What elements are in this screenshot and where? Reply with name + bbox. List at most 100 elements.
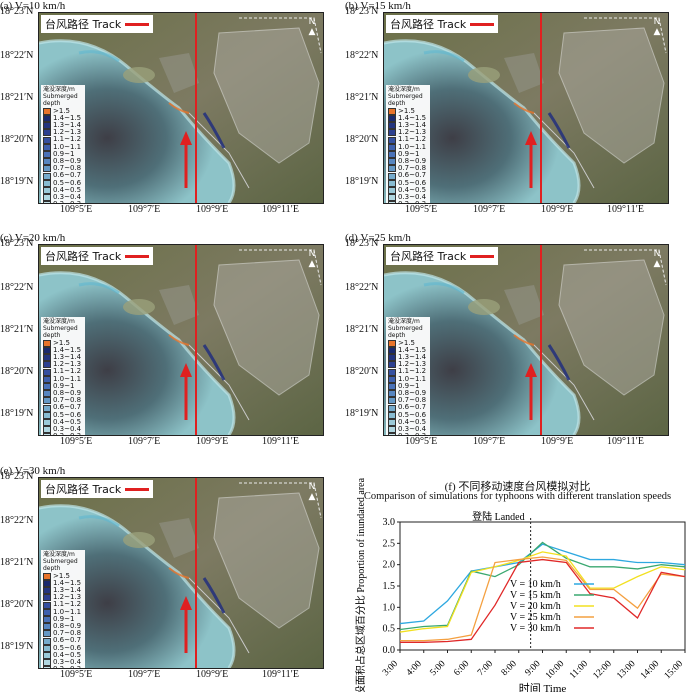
legend-swatch [43,579,51,587]
legend-item: 0.5~0.6 [43,643,83,652]
legend-series-label: V = 15 km/h [510,590,561,601]
x-tick-label: 7:00 [476,659,495,678]
legend-item: >1.5 [43,107,83,115]
track-label: 台风路径 Track [45,483,122,496]
lat-tick-label: 18°19′N [345,176,379,187]
legend-item-label: 0.4~0.5 [53,650,82,659]
north-arrow-icon: N ▲ [650,17,664,37]
legend-item: 0.6~0.7 [43,171,83,180]
lat-tick-label: 18°22′N [0,50,34,61]
legend-item: 1.3~1.4 [43,353,83,362]
legend-item-label: 1.4~1.5 [53,578,82,587]
lat-tick-label: 18°19′N [345,408,379,419]
y-tick-label: 1.5 [383,581,396,592]
legend-item: 0.7~0.8 [43,630,83,638]
legend-item-label: 0.5~0.6 [53,643,82,652]
legend-swatch [43,143,51,151]
north-label: N [308,249,316,259]
legend-item: 1.2~1.3 [43,129,83,137]
legend-item-label: 0.3~0.4 [53,193,82,202]
legend-swatch [388,433,396,435]
x-tick-label: 4:00 [405,659,424,678]
map-panel: (b) V=15 km/h 18°23′N 18°22′N 18°21′N 18°20′… [345,0,669,215]
lat-tick-label: 18°23′N [0,6,34,17]
legend-item-label: 1.1~1.2 [53,600,82,609]
legend-item-label: 1.1~1.2 [398,135,427,144]
line-chart: 0.0 0.5 1.0 1.5 2.0 2.5 3.0 3:00 4:00 5:00 6:00 7:0… [354,478,686,692]
legend-item-label: 0.6~0.7 [53,171,82,180]
legend-series-label: V = 25 km/h [510,612,561,623]
series-line [400,558,686,643]
legend-swatch [43,426,51,434]
y-tick-label: 0.0 [383,645,396,656]
legend-swatch [43,375,51,383]
legend-item-label: 0.3~0.4 [53,425,82,434]
legend-swatch [43,339,51,347]
legend-swatch [388,158,396,166]
legend-item-label: >1.5 [398,338,415,347]
legend-swatch [43,666,51,668]
legend-swatch [43,129,51,137]
legend-title-en: Submerged depth [388,93,423,108]
x-tick-label: 13:00 [615,659,638,682]
lat-tick-label: 18°22′N [0,515,34,526]
lat-tick-label: 18°20′N [345,134,379,145]
north-label: N [653,249,661,259]
legend-swatch [388,114,396,122]
legend-item-label: 0.2~0.3 [53,433,81,435]
legend-item-label: 0.8~0.9 [53,157,82,166]
legend-item: 0.2~0.3 [388,433,428,435]
legend-swatch [43,122,51,130]
lon-tick-label: 109°5′E [60,669,93,680]
legend-swatch [388,172,396,180]
comparison-chart: (f) 不同移动速度台风模拟对比 Comparison of simulatio… [340,478,695,692]
legend-swatch [43,150,51,158]
legend-swatch [43,382,51,390]
lon-tick-label: 109°11′E [262,436,299,447]
lon-tick-label: 109°9′E [196,436,229,447]
legend-item-label: 0.5~0.6 [53,410,82,419]
north-arrow-icon: N ▲ [650,249,664,269]
legend-swatch [388,411,396,419]
legend-item-label: 0.6~0.7 [53,403,82,412]
legend-item: >1.5 [388,338,428,347]
legend-item: 0.9~1 [43,382,83,390]
map-panel: (d) V=25 km/h 18°23′N 18°22′N 18°21′N 18°20′… [345,232,669,447]
track-line-swatch [125,22,150,26]
legend-swatch [43,615,51,623]
legend-item-label: 0.5~0.6 [398,178,427,187]
legend-item: 0.5~0.6 [388,178,428,187]
track-legend: 台风路径 Track [386,15,499,33]
legend-swatch [43,651,51,659]
depth-legend: 淹没深度/m Submerged depth >1.5 1.4~1.5 1.3~1.4 1… [386,317,430,435]
legend-item-label: >1.5 [53,571,70,580]
map-image [384,245,668,435]
legend-swatch [43,186,51,194]
legend-item: 0.8~0.9 [388,157,428,166]
lon-tick-label: 109°5′E [405,436,438,447]
legend-item-label: 1.1~1.2 [398,367,427,376]
satellite-map: 台风路径 Track N ▲ 淹没深度/m Submerged depth >1.5 1.4… [38,477,324,669]
legend-swatch [43,623,51,631]
legend-item-label: 0.9~1 [53,614,75,623]
legend-item-label: 0.3~0.4 [53,658,82,667]
legend-swatch [43,354,51,362]
legend-swatch [43,172,51,180]
legend-swatch [388,418,396,426]
legend-swatch [43,165,51,173]
legend-title-en: Submerged depth [43,93,78,108]
lon-tick-label: 109°11′E [607,204,644,215]
legend-item-label: 1.3~1.4 [53,353,82,362]
legend-title-cn: 淹没深度/m [43,318,75,325]
x-tick-label: 6:00 [452,659,471,678]
legend-swatch [388,426,396,434]
legend-title-cn: 淹没深度/m [43,551,75,558]
legend-item: 1.2~1.3 [43,594,83,602]
lat-tick-label: 18°22′N [345,50,379,61]
legend-swatch [43,644,51,652]
legend-item: 0.6~0.7 [388,172,428,180]
legend-item-label: 1.4~1.5 [53,345,82,354]
legend-item: 1.4~1.5 [388,114,428,122]
legend-item-label: 0.2~0.3 [398,201,426,203]
legend-swatch [388,382,396,390]
